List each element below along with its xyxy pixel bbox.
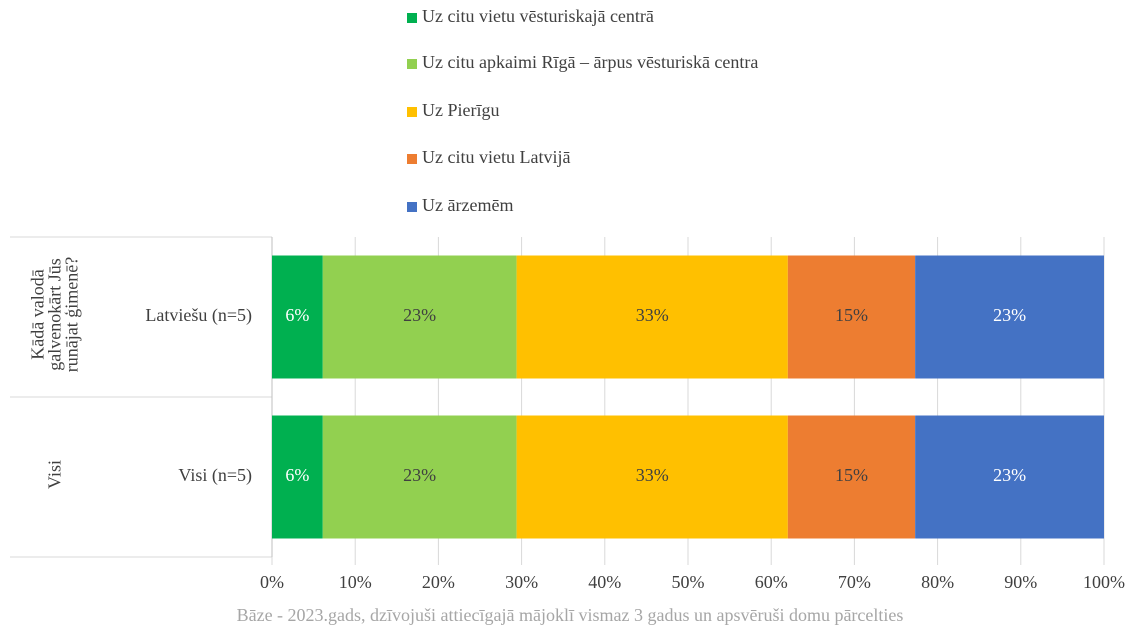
data-label: 33% xyxy=(636,465,669,485)
x-tick-label: 0% xyxy=(260,572,284,592)
x-tick-label: 20% xyxy=(422,572,455,592)
data-label: 33% xyxy=(636,305,669,325)
x-tick-label: 50% xyxy=(672,572,705,592)
data-label: 6% xyxy=(285,305,309,325)
bar-segment xyxy=(787,415,916,539)
x-tick-label: 90% xyxy=(1004,572,1037,592)
data-label: 15% xyxy=(835,465,868,485)
bar-segment xyxy=(915,415,1104,539)
x-tick-label: 10% xyxy=(339,572,372,592)
data-label: 6% xyxy=(285,465,309,485)
x-tick-label: 100% xyxy=(1083,572,1125,592)
bar-segment xyxy=(272,255,323,379)
data-label: 23% xyxy=(993,305,1026,325)
legend-label: Uz citu vietu vēsturiskajā centrā xyxy=(422,6,654,26)
data-label: 23% xyxy=(403,305,436,325)
legend-swatch xyxy=(407,202,417,212)
data-label: 15% xyxy=(835,305,868,325)
bar-segment xyxy=(322,255,517,379)
note: Bāze - 2023.gads, dzīvojuši attiecīgajā … xyxy=(237,605,904,625)
bar-segment xyxy=(787,255,916,379)
legend-label: Uz citu vietu Latvijā xyxy=(422,147,570,167)
x-tick-label: 30% xyxy=(505,572,538,592)
x-tick-label: 40% xyxy=(588,572,621,592)
legend-swatch xyxy=(407,107,417,117)
y-tick-label: Latviešu (n=5) xyxy=(145,305,252,326)
legend-swatch xyxy=(407,154,417,164)
bar-segment xyxy=(915,255,1104,379)
group-label: Kādā valodā galvenokārt Jūs runājat ģime… xyxy=(27,256,82,372)
x-tick-label: 80% xyxy=(921,572,954,592)
data-label: 23% xyxy=(993,465,1026,485)
x-tick-label: 60% xyxy=(755,572,788,592)
data-label: 23% xyxy=(403,465,436,485)
bar-segment xyxy=(322,415,517,539)
legend-label: Uz ārzemēm xyxy=(422,195,513,215)
bar-segment xyxy=(272,415,323,539)
legend-swatch xyxy=(407,59,417,69)
bar-segment xyxy=(516,415,788,539)
legend-label: Uz citu apkaimi Rīgā – ārpus vēsturiskā … xyxy=(422,52,758,72)
legend-label: Uz Pierīgu xyxy=(422,100,499,120)
legend-swatch xyxy=(407,13,417,23)
x-tick-label: 70% xyxy=(838,572,871,592)
y-tick-label: Visi (n=5) xyxy=(178,465,252,486)
group-label: Visi xyxy=(44,459,65,489)
bar-segment xyxy=(516,255,788,379)
